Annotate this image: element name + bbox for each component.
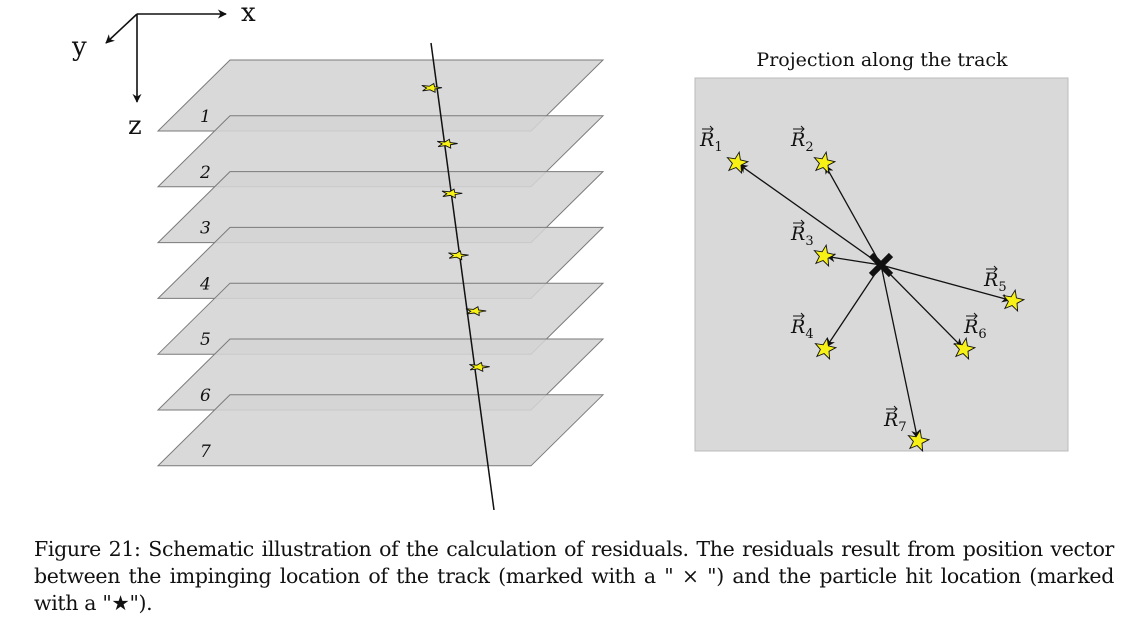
detector-plane bbox=[156, 394, 605, 467]
star-icon bbox=[448, 250, 469, 261]
residual-arrow bbox=[880, 264, 963, 348]
vector-arrow bbox=[800, 312, 805, 320]
caption-text: Schematic illustration of the calculatio… bbox=[34, 537, 1115, 615]
residual-arrow bbox=[826, 264, 882, 348]
residual-arrow bbox=[824, 164, 882, 266]
vector-arrow bbox=[993, 265, 998, 273]
vector-arrow bbox=[973, 312, 978, 320]
plane-label: 1 bbox=[200, 107, 211, 127]
star-icon bbox=[437, 138, 458, 149]
star-icon bbox=[441, 188, 463, 199]
detector-plane-stack: 1 2 3 4 5 6 7 bbox=[156, 42, 605, 510]
star-icon bbox=[1002, 288, 1026, 313]
residual-arrow bbox=[826, 253, 882, 266]
residual-arrow bbox=[880, 264, 921, 439]
particle-track bbox=[430, 42, 495, 510]
plane-label: 4 bbox=[199, 274, 211, 294]
vector-arrow bbox=[800, 219, 805, 227]
star-icon bbox=[421, 82, 443, 94]
z-axis-label: z bbox=[128, 111, 142, 141]
vector-arrow bbox=[893, 405, 898, 413]
plane-label: 2 bbox=[199, 163, 211, 183]
star-icon bbox=[953, 336, 977, 361]
x-axis-label: x bbox=[241, 0, 256, 28]
star-icon bbox=[907, 428, 931, 453]
plane-label: 6 bbox=[200, 386, 211, 406]
caption-label: Figure 21: bbox=[34, 537, 141, 561]
plane-label: 5 bbox=[200, 330, 211, 350]
vector-arrow bbox=[800, 125, 805, 133]
star-icon bbox=[469, 361, 490, 373]
figure-caption: Figure 21: Schematic illustration of the… bbox=[34, 536, 1114, 617]
plane-label: 7 bbox=[200, 442, 211, 462]
star-icon bbox=[813, 150, 837, 175]
projection-panel: Projection along the track R1 R2R3R4R5R6R… bbox=[694, 49, 1069, 453]
residual-arrow bbox=[738, 164, 882, 266]
plane-label: 3 bbox=[200, 219, 211, 239]
star-icon bbox=[465, 305, 487, 317]
star-icon bbox=[726, 150, 750, 175]
y-axis-label: y bbox=[71, 32, 87, 62]
vector-arrow bbox=[709, 125, 714, 133]
residuals-figure: x y z 1 2 3 4 5 6 7 Projection along the track… bbox=[71, 0, 1069, 510]
coordinate-axes: x y z bbox=[71, 0, 256, 141]
projection-title: Projection along the track bbox=[756, 49, 1008, 71]
residual-arrow bbox=[880, 264, 1011, 303]
star-icon bbox=[814, 336, 838, 361]
cross-icon bbox=[868, 252, 894, 278]
star-icon bbox=[813, 243, 837, 268]
